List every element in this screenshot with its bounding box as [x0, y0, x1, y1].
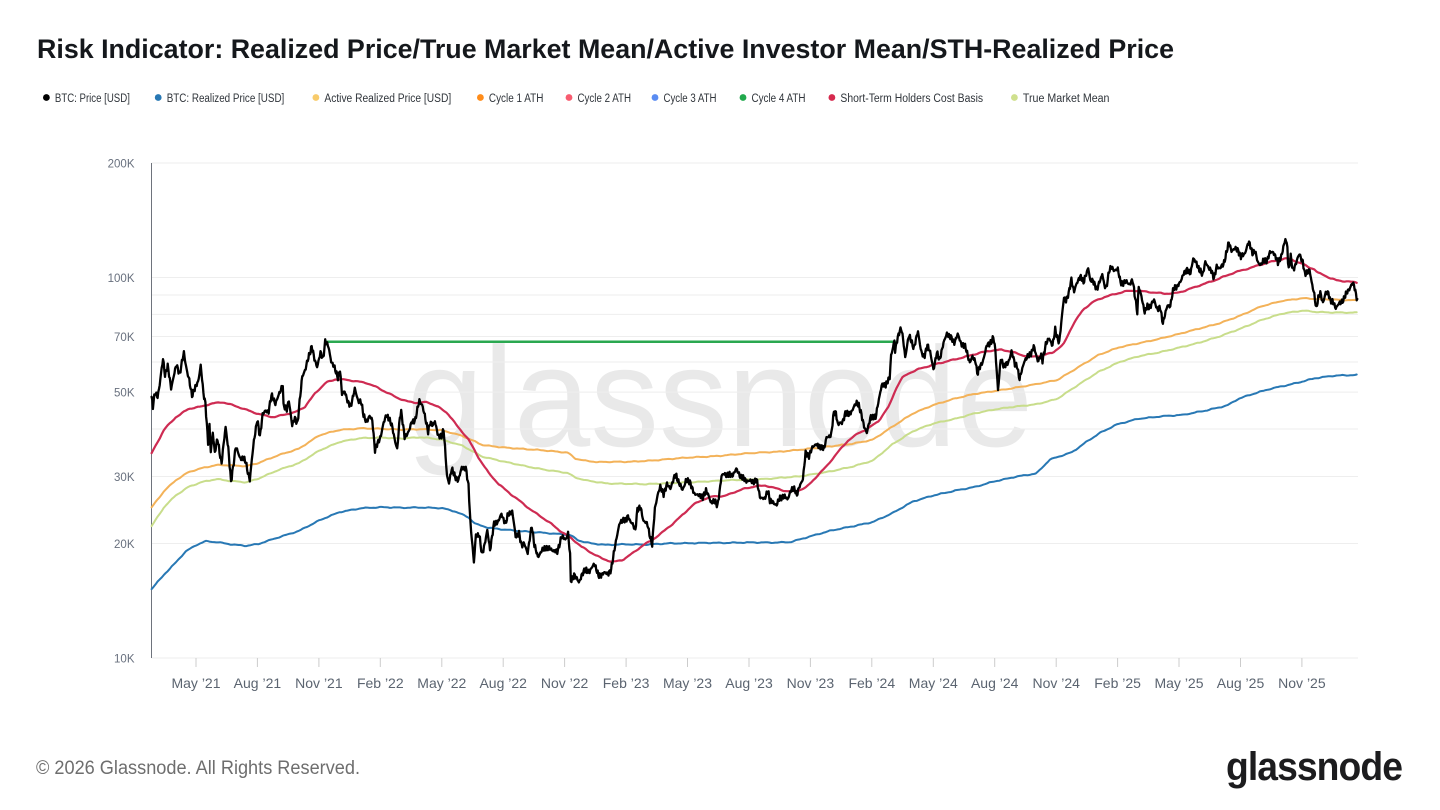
svg-text:May ’22: May ’22	[417, 675, 466, 691]
svg-text:Aug ’22: Aug ’22	[479, 675, 527, 691]
svg-text:Feb ’23: Feb ’23	[603, 675, 650, 691]
svg-text:50K: 50K	[114, 387, 135, 399]
svg-text:Feb ’24: Feb ’24	[848, 675, 895, 691]
svg-text:True Market Mean: True Market Mean	[1023, 93, 1110, 105]
svg-text:Cycle 2 ATH: Cycle 2 ATH	[578, 93, 632, 105]
svg-text:Feb ’22: Feb ’22	[357, 675, 404, 691]
svg-text:Nov ’22: Nov ’22	[541, 675, 589, 691]
svg-text:Nov ’23: Nov ’23	[787, 675, 835, 691]
svg-text:Nov ’24: Nov ’24	[1032, 675, 1080, 691]
svg-text:BTC: Realized Price [USD]: BTC: Realized Price [USD]	[167, 93, 285, 105]
svg-text:10K: 10K	[114, 653, 135, 665]
svg-text:May ’23: May ’23	[663, 675, 712, 691]
svg-text:May ’24: May ’24	[909, 675, 958, 691]
svg-text:glassnode: glassnode	[1226, 745, 1402, 789]
svg-text:Cycle 3 ATH: Cycle 3 ATH	[664, 93, 717, 105]
svg-text:Short-Term Holders Cost Basis: Short-Term Holders Cost Basis	[840, 93, 983, 105]
svg-text:Aug ’24: Aug ’24	[971, 675, 1019, 691]
svg-text:Cycle 1 ATH: Cycle 1 ATH	[489, 93, 544, 105]
svg-text:20K: 20K	[114, 539, 135, 551]
svg-text:May ’21: May ’21	[171, 675, 220, 691]
svg-text:© 2026 Glassnode. All Rights R: © 2026 Glassnode. All Rights Reserved.	[36, 758, 360, 779]
svg-text:Active Realized Price [USD]: Active Realized Price [USD]	[324, 93, 451, 105]
svg-text:May ’25: May ’25	[1154, 675, 1203, 691]
svg-text:Nov ’25: Nov ’25	[1278, 675, 1326, 691]
svg-text:Aug ’25: Aug ’25	[1217, 675, 1265, 691]
svg-text:Nov ’21: Nov ’21	[295, 675, 343, 691]
svg-text:Aug ’21: Aug ’21	[234, 675, 282, 691]
svg-text:Cycle 4 ATH: Cycle 4 ATH	[752, 93, 806, 105]
svg-text:Risk Indicator: Realized Price: Risk Indicator: Realized Price/True Mark…	[37, 34, 1174, 64]
svg-text:30K: 30K	[114, 472, 135, 484]
svg-text:Feb ’25: Feb ’25	[1094, 675, 1141, 691]
svg-text:200K: 200K	[108, 158, 135, 170]
svg-text:BTC: Price [USD]: BTC: Price [USD]	[55, 93, 130, 105]
svg-text:70K: 70K	[114, 332, 135, 344]
svg-text:Aug ’23: Aug ’23	[725, 675, 773, 691]
svg-text:100K: 100K	[108, 273, 135, 285]
